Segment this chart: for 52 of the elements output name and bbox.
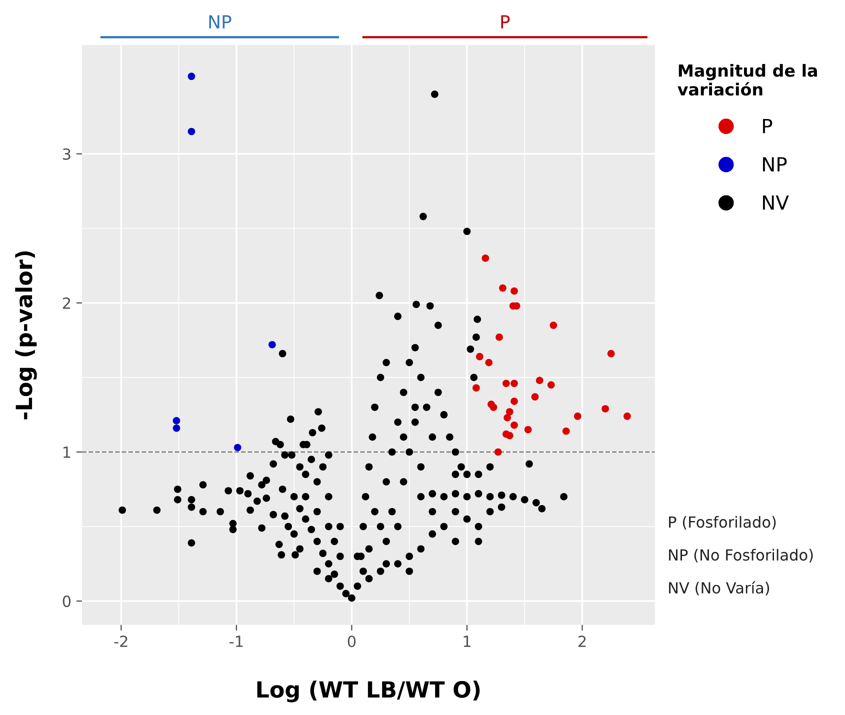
y-tick-label: 1 [64,446,70,458]
point [172,417,180,424]
y-axis-title: -Log (p-valor) [15,251,37,420]
point [510,287,518,295]
legend-label: NV [763,195,789,210]
point [536,376,544,384]
legend-label: P [763,118,772,134]
text: P [501,15,510,28]
y-tick-label: 3 [62,148,70,160]
point [476,352,484,360]
point [531,393,539,401]
point [172,424,180,432]
x-tick-label: 0 [348,636,356,648]
point [602,405,609,412]
point [562,427,570,435]
point [502,380,510,388]
point [550,322,558,329]
x-tick-label: 1 [464,636,470,647]
legend-label: NP [763,157,787,172]
text: P (Fosforilado) [669,516,776,530]
point [472,384,480,392]
point [624,412,631,420]
point [499,284,506,292]
point [234,444,242,452]
point [490,404,498,411]
point [574,412,582,420]
text: NV (No Varía) [669,581,770,596]
point [482,254,490,262]
point [506,432,514,440]
legend-title: Magnitud de la variación [678,64,817,96]
y-tick-label: 0 [62,596,71,608]
point [504,414,511,422]
point [510,398,518,405]
x-axis-title: Log (WT LB/WT O) [257,680,480,702]
point [506,408,514,416]
point [494,448,502,456]
x-tick-label: -2 [114,636,128,647]
y-tick-label: 2 [62,297,70,309]
x-tick-label: 2 [578,636,586,647]
point [607,350,615,358]
point [547,381,555,389]
x-tick-label: -1 [230,636,243,647]
text: NP [209,15,232,28]
point [188,128,196,136]
point [524,426,532,434]
point [510,421,518,429]
point [485,358,493,366]
point [510,380,518,388]
point [268,340,276,348]
text: NP (No Fosforilado) [669,548,813,562]
point [496,334,503,341]
point [188,72,196,80]
